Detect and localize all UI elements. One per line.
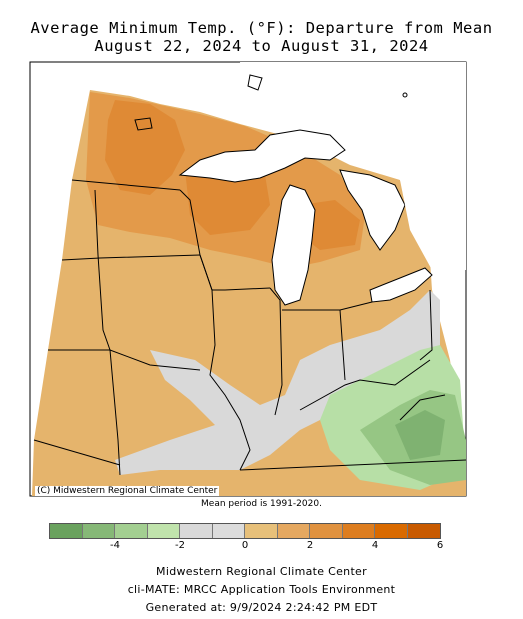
lake-superior: [178, 129, 346, 183]
legend-swatch: [180, 524, 213, 538]
footer-tool: cli-MATE: MRCC Application Tools Environ…: [127, 583, 396, 596]
lake-huron: [339, 169, 406, 251]
map-date-range: August 22, 2024 to August 31, 2024: [94, 37, 429, 55]
canada-area: [240, 62, 466, 270]
legend-swatch: [407, 524, 440, 538]
lake-michigan: [271, 184, 316, 306]
legend-swatch: [50, 524, 83, 538]
legend-swatch: [245, 524, 278, 538]
state-borders: [33, 179, 466, 476]
footer-organization: Midwestern Regional Climate Center: [156, 565, 367, 578]
legend-tick-label: -4: [110, 540, 120, 551]
legend-tick-label: 0: [241, 540, 249, 551]
island-outlines: [134, 74, 408, 131]
credit-label: (C) Midwestern Regional Climate Center: [35, 486, 220, 496]
legend-swatch: [115, 524, 148, 538]
legend-swatch: [342, 524, 375, 538]
legend-tick-label: 4: [371, 540, 379, 551]
legend-swatch: [82, 524, 115, 538]
color-legend: [49, 523, 441, 539]
legend-swatch: [277, 524, 310, 538]
legend-swatch: [147, 524, 180, 538]
map-title: Average Minimum Temp. (°F): Departure fr…: [30, 19, 493, 37]
legend-swatch: [212, 524, 245, 538]
legend-tick-label: 6: [436, 540, 444, 551]
legend-tick-label: -2: [175, 540, 185, 551]
footer-generated: Generated at: 9/9/2024 2:24:42 PM EDT: [145, 601, 378, 614]
legend-swatch: [375, 524, 408, 538]
legend-swatch: [310, 524, 343, 538]
lake-erie: [369, 267, 433, 303]
hot-anomaly-minnesota: [105, 100, 185, 195]
mean-period-note: Mean period is 1991-2020.: [201, 499, 322, 509]
cool-anomaly-dark: [395, 410, 445, 460]
legend-tick-label: 2: [306, 540, 314, 551]
